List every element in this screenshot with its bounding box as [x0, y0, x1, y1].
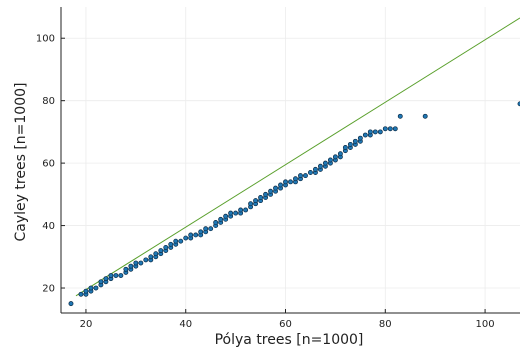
data-point	[322, 160, 328, 166]
data-point	[173, 238, 179, 244]
data-point	[367, 129, 373, 135]
data-point	[193, 232, 199, 238]
data-point	[392, 126, 398, 132]
data-point	[243, 207, 249, 213]
data-point	[203, 226, 209, 232]
data-point	[223, 213, 229, 219]
y-tick-label: 40	[42, 221, 55, 232]
data-point	[253, 198, 259, 204]
data-point	[108, 273, 114, 278]
reference-line	[75, 17, 520, 297]
axes	[60, 7, 520, 314]
y-axis-label: Cayley trees [n=1000]	[13, 83, 29, 242]
data-point	[153, 251, 159, 257]
data-point	[382, 126, 388, 132]
x-tick-label: 40	[179, 319, 192, 330]
data-point	[233, 210, 239, 216]
data-point	[342, 145, 348, 150]
data-point	[308, 170, 313, 175]
data-point	[228, 210, 234, 216]
data-point	[298, 173, 303, 179]
y-tick-label: 20	[42, 284, 55, 295]
data-point	[422, 113, 428, 119]
data-point	[78, 291, 84, 297]
data-points	[68, 101, 520, 307]
data-point	[258, 195, 264, 200]
data-point	[168, 241, 174, 247]
y-tick-label: 80	[42, 96, 55, 107]
x-tick-label: 80	[379, 319, 392, 330]
x-tick-label: 60	[279, 319, 292, 330]
data-point	[332, 154, 338, 160]
data-point	[347, 141, 353, 147]
data-point	[93, 285, 99, 291]
data-point	[123, 266, 129, 272]
data-point	[188, 232, 194, 238]
data-point	[118, 273, 124, 278]
data-point	[263, 191, 269, 197]
data-point	[337, 151, 343, 157]
data-point	[357, 135, 363, 141]
data-point	[273, 185, 278, 191]
data-point	[208, 226, 214, 232]
data-point	[293, 176, 298, 182]
reference-line-segment	[75, 17, 520, 297]
data-point	[158, 248, 164, 254]
data-point	[68, 301, 74, 307]
data-point	[113, 273, 119, 278]
data-point	[288, 179, 293, 185]
data-point	[133, 260, 139, 266]
data-point	[88, 285, 94, 291]
data-point	[387, 126, 393, 132]
data-point	[83, 288, 89, 294]
y-tick-label: 60	[42, 159, 55, 170]
data-point	[148, 254, 154, 260]
data-point	[397, 113, 403, 119]
tick-labels: 20 40 60 80 100 20 40 60 80 100	[36, 34, 495, 330]
data-point	[183, 235, 189, 241]
data-point	[312, 166, 318, 172]
data-point	[517, 101, 520, 107]
data-point	[103, 276, 109, 282]
data-point	[377, 129, 383, 135]
data-point	[352, 138, 358, 144]
data-point	[278, 182, 283, 188]
data-point	[317, 163, 323, 169]
data-point	[143, 257, 149, 263]
x-tick-label: 20	[80, 319, 93, 330]
data-point	[362, 132, 368, 138]
data-point	[238, 207, 244, 213]
x-axis-label: Pólya trees [n=1000]	[215, 332, 364, 348]
data-point	[268, 188, 273, 194]
y-tick-label: 100	[36, 34, 55, 45]
data-point	[327, 157, 333, 163]
data-point	[303, 173, 308, 179]
data-point	[218, 216, 224, 222]
data-point	[98, 279, 104, 285]
data-point	[198, 229, 204, 235]
data-point	[178, 238, 184, 244]
data-point	[128, 263, 134, 269]
data-point	[248, 201, 254, 207]
grid-lines	[61, 7, 520, 313]
x-tick-label: 100	[476, 319, 495, 330]
data-point	[163, 244, 169, 250]
data-point	[372, 129, 378, 135]
data-point	[283, 179, 288, 185]
data-point	[138, 260, 144, 266]
data-point	[213, 219, 219, 225]
